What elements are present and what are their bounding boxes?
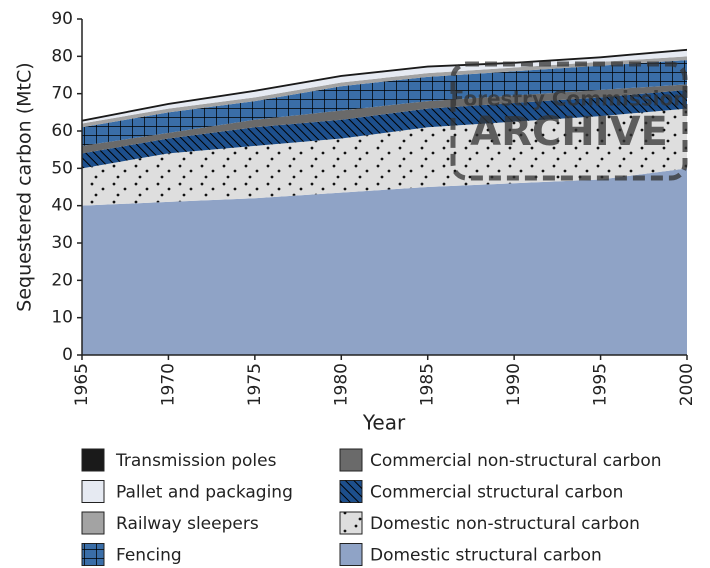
x-tick-label: 2000 [677, 363, 697, 406]
area [82, 84, 687, 154]
y-tick-label: 10 [51, 308, 73, 328]
y-tick-label: 30 [51, 233, 73, 253]
legend-swatch [81, 448, 105, 472]
watermark-text: ARCHIVE [470, 109, 668, 155]
x-tick-label: 1965 [72, 363, 92, 406]
y-tick-label: 90 [51, 9, 73, 29]
x-tick-label: 1995 [591, 363, 611, 406]
x-axis-title: Year [362, 411, 406, 435]
y-tick-label: 60 [51, 121, 73, 141]
watermark: Forestry Commission ARCHIVE [450, 61, 688, 181]
x-tick-label: 1970 [158, 363, 178, 406]
legend-label: Pallet and packaging [116, 483, 293, 503]
area-pattern [82, 60, 687, 146]
area [82, 56, 687, 128]
legend-swatch [339, 448, 363, 472]
legend-label: Transmission poles [115, 451, 277, 471]
legend-label: Fencing [116, 546, 182, 566]
legend-swatch [81, 480, 105, 503]
area [82, 168, 687, 355]
x-tick-label: 1990 [504, 363, 524, 406]
y-tick-label: 70 [51, 84, 73, 104]
legend-label: Domestic non-structural carbon [370, 514, 640, 534]
y-tick-label: 40 [51, 196, 73, 216]
area-pattern [82, 89, 687, 169]
y-tick-label: 50 [51, 158, 73, 178]
y-tick-label: 20 [51, 270, 73, 290]
legend-swatch-pattern [340, 480, 362, 503]
y-tick-label: 80 [51, 46, 73, 66]
legend-swatch-pattern [82, 543, 104, 566]
area [82, 50, 687, 124]
y-tick-label: 0 [62, 345, 73, 365]
area-pattern [82, 108, 687, 206]
legend-swatch [339, 543, 363, 566]
legend-label: Railway sleepers [116, 514, 259, 534]
watermark-text: Forestry Commission [451, 87, 688, 111]
x-tick-label: 1980 [331, 363, 351, 406]
legend-label: Commercial non-structural carbon [370, 451, 662, 471]
x-tick-label: 1975 [245, 363, 265, 406]
x-tick-label: 1985 [418, 363, 438, 406]
legend-label: Commercial structural carbon [370, 483, 623, 503]
plot-area [82, 48, 687, 355]
legend-swatch-pattern [340, 512, 362, 534]
y-axis-title: Sequestered carbon (MtC) [14, 62, 36, 311]
watermark-frame [450, 61, 688, 181]
legend-swatch [81, 511, 105, 535]
legend-label: Domestic structural carbon [370, 546, 602, 566]
